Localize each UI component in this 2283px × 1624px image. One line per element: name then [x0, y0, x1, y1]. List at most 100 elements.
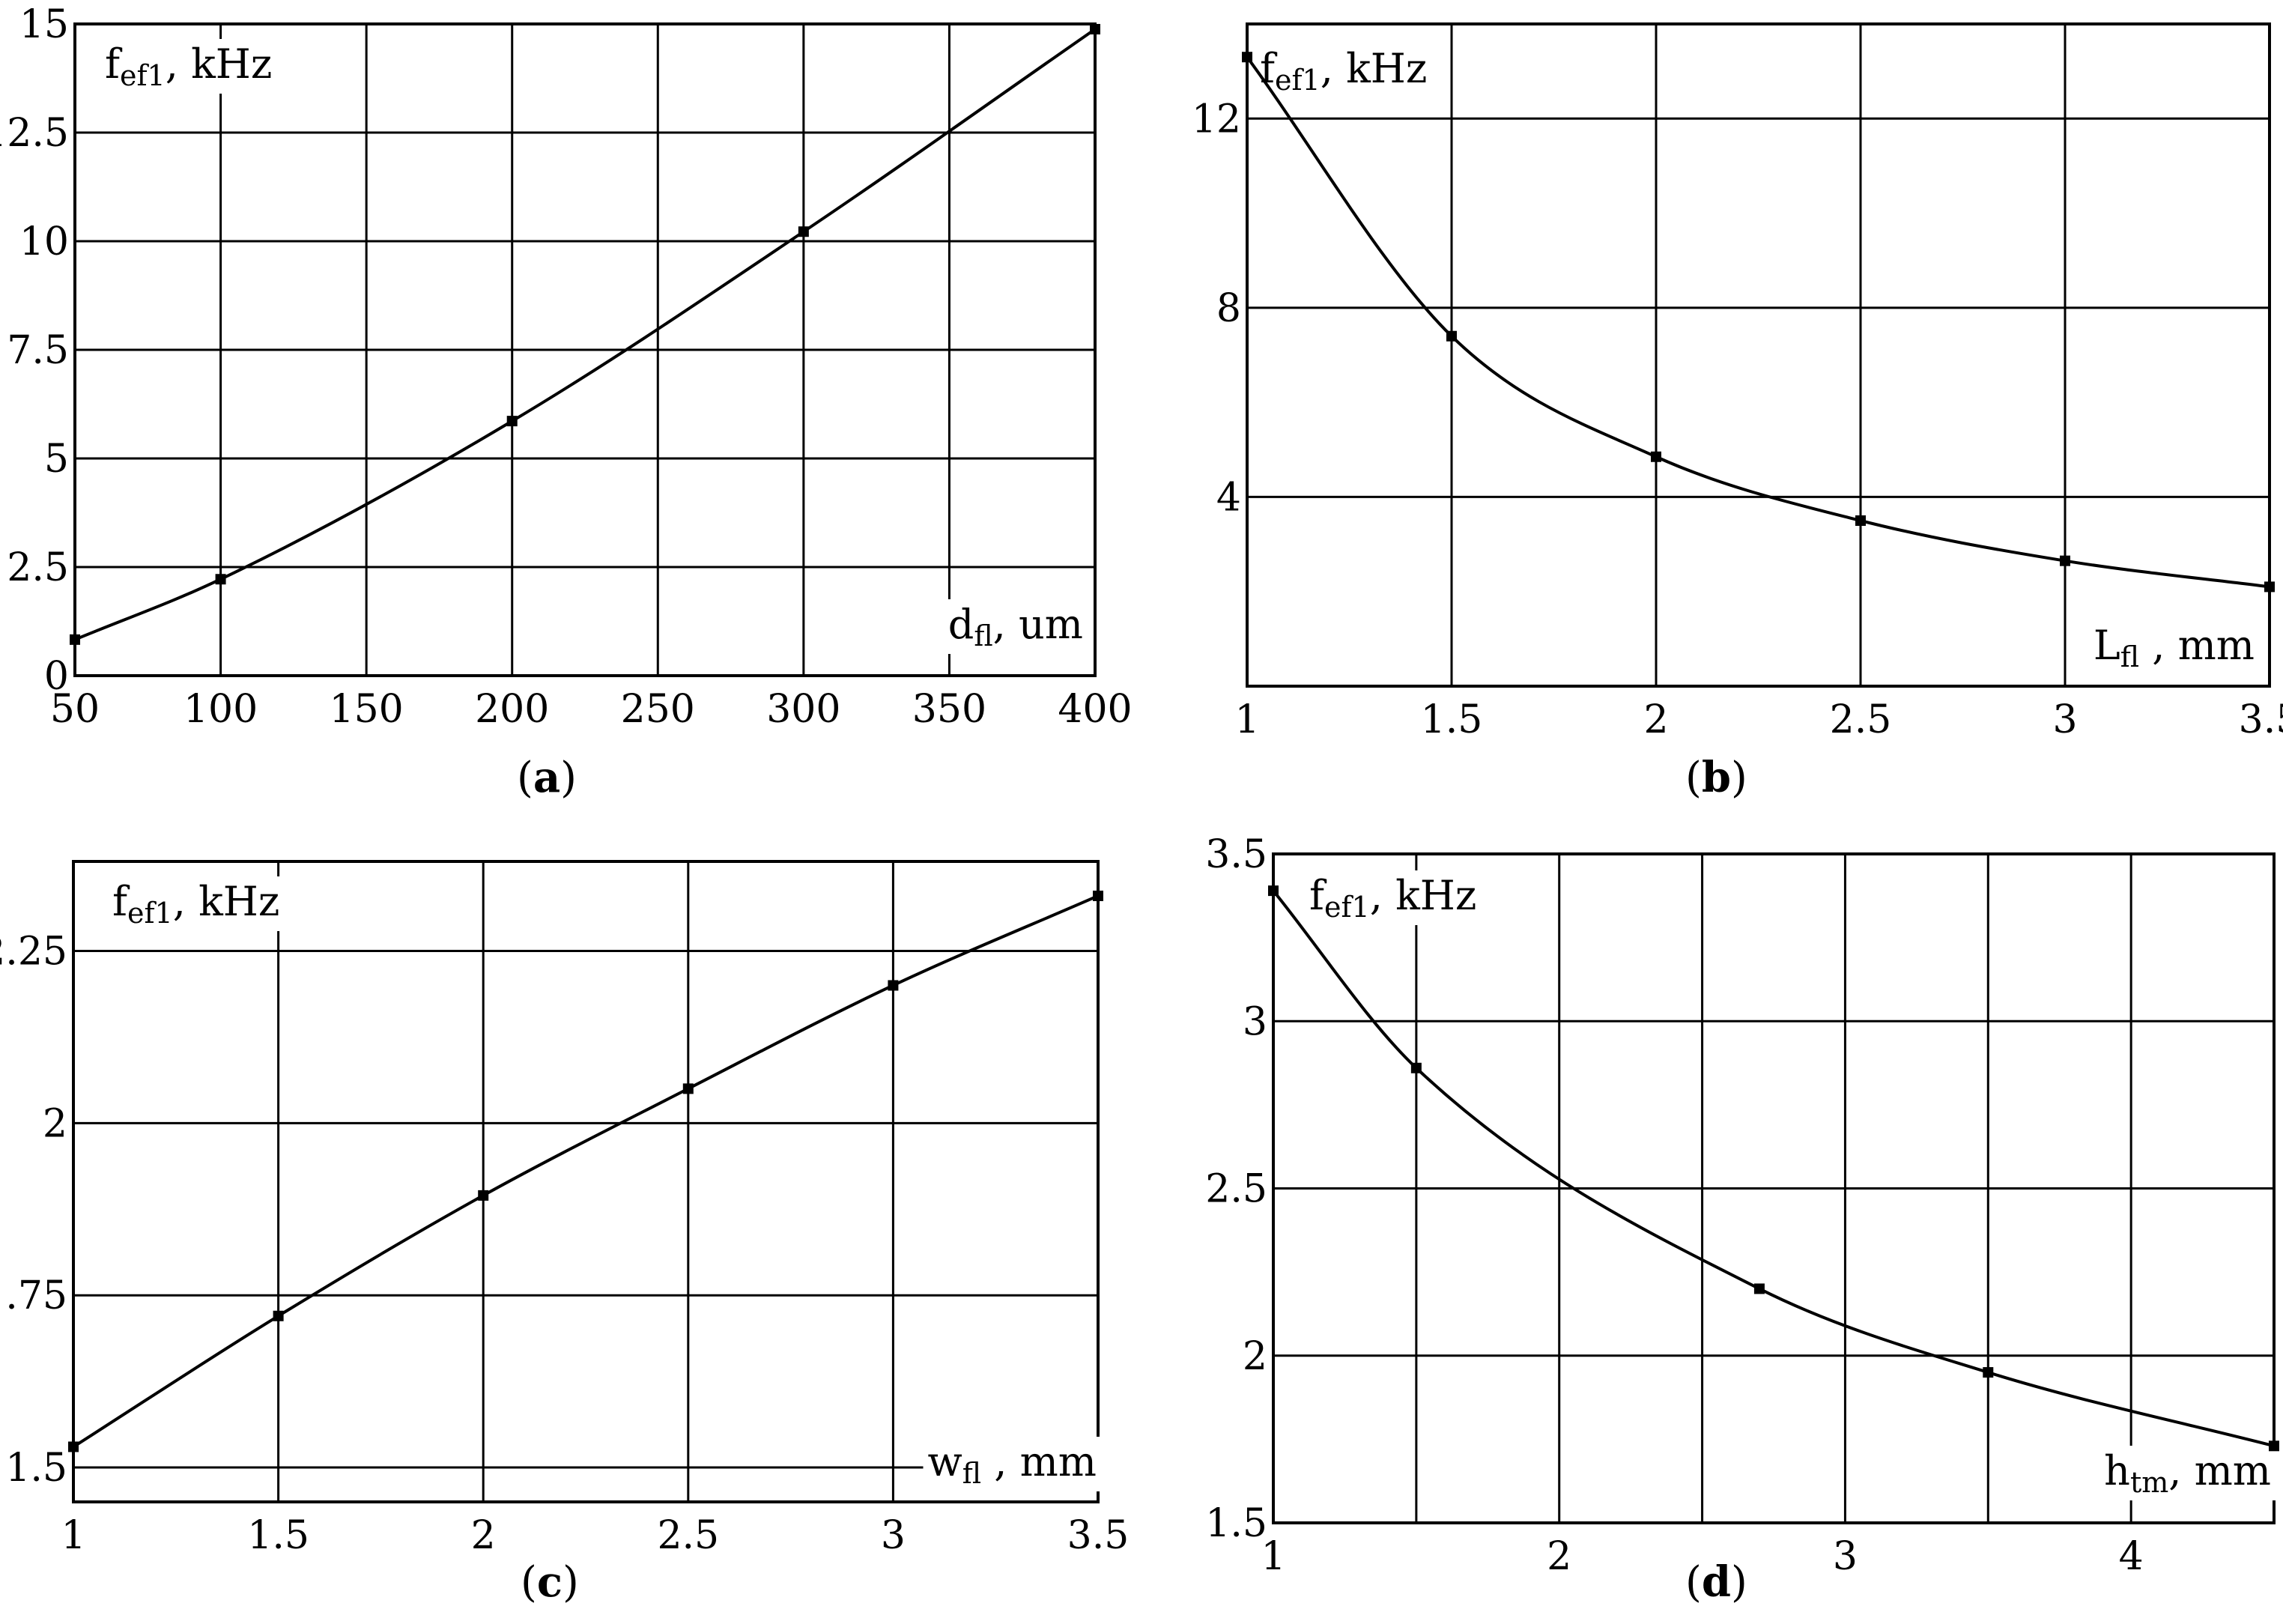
chart-c-x-tick-label: 2 [471, 1513, 496, 1558]
chart-d-x-tick-label: 1 [1261, 1534, 1285, 1579]
chart-a-data-point [798, 226, 809, 237]
chart-d-x-axis-label-subscript: tm [2130, 1466, 2168, 1499]
chart-b-y-axis-label-unit: , kHz [1321, 45, 1428, 92]
chart-b-x-axis-label: Lfl , mm [2093, 622, 2255, 673]
chart-b-y-tick-label: 8 [1216, 286, 1241, 331]
chart-b-data-point [2060, 555, 2070, 566]
chart-c-data-point [68, 1441, 79, 1452]
chart-a-y-axis-label: fef1, kHz [105, 40, 272, 92]
chart-a-data-point [1090, 23, 1100, 34]
chart-c-y-axis-label: fef1, kHz [112, 878, 279, 930]
chart-b: 1 1.5 2 2.5 3 3.5 4 8 12 fef1, kHz Lfl , mm [1192, 22, 2283, 742]
chart-a-x-axis-label: dfl, um [948, 601, 1083, 652]
chart-c-x-tick-label: 1 [61, 1513, 85, 1558]
chart-a-y-tick-label: 7.5 [7, 328, 69, 373]
chart-b-x-tick-label: 2.5 [1830, 697, 1892, 742]
chart-d-y-tick-label: 2 [1243, 1334, 1267, 1379]
chart-d-label-background [2099, 1446, 2276, 1500]
chart-a-x-tick-label: 300 [766, 687, 840, 732]
chart-d-y-tick-label: 3.5 [1205, 832, 1267, 877]
chart-c-y-tick-label: 2.25 [0, 930, 67, 975]
caption-c: (c) [521, 1560, 579, 1605]
chart-c-y-tick-label: 1.5 [5, 1446, 67, 1491]
chart-a-y-tick-label: 5 [44, 437, 69, 482]
chart-a-x-axis-label-base: d [948, 601, 974, 648]
chart-a-data-point [70, 634, 80, 645]
chart-c-x-tick-label: 2.5 [657, 1513, 719, 1558]
chart-a-x-tick-label: 350 [912, 687, 986, 732]
chart-d: 1 2 3 4 1.5 2 2.5 3 3.5 fef1, kHz htm, mm [1205, 832, 2279, 1579]
chart-a-label-background [100, 39, 277, 94]
chart-a-y-tick-label: 2.5 [7, 545, 69, 590]
chart-d-data-point [1983, 1367, 1994, 1378]
chart-c-y-tick-label: 1.75 [0, 1273, 67, 1318]
chart-b-data-point [1651, 451, 1661, 462]
chart-a-x-tick-label: 200 [475, 687, 549, 732]
chart-c-x-axis-label-subscript: fl [962, 1457, 981, 1490]
chart-b-series-line [1246, 56, 2270, 589]
chart-d-x-tick-label: 4 [2119, 1534, 2144, 1579]
caption-a-letter: a [533, 753, 561, 802]
chart-c-x-tick-label: 3 [881, 1513, 906, 1558]
chart-d-x-axis-label-unit: , mm [2168, 1447, 2271, 1494]
chart-a-data-point [506, 416, 518, 427]
chart-b-label-background [1255, 43, 1432, 98]
caption-c-open: ( [521, 1558, 537, 1607]
chart-c-label-background [108, 876, 285, 931]
chart-c-data-point [888, 980, 899, 991]
chart-a-y-tick-label: 15 [19, 2, 69, 47]
chart-b-x-axis-label-base: L [2093, 622, 2120, 669]
chart-d-data-point [1753, 1283, 1765, 1294]
chart-d-series-line [1272, 889, 2275, 1448]
caption-a: (a) [517, 755, 577, 801]
chart-a-x-tick-label: 400 [1058, 687, 1132, 732]
chart-a-y-axis-label-subscript: ef1 [120, 59, 166, 92]
chart-b-x-axis-label-subscript: fl [2120, 640, 2139, 673]
chart-d-data-point [2269, 1440, 2279, 1452]
chart-d-data-point [1268, 885, 1279, 897]
chart-b-x-axis-label-unit: , mm [2139, 622, 2255, 669]
chart-c-y-axis-label-unit: , kHz [173, 878, 280, 925]
caption-a-close: ) [560, 754, 577, 802]
chart-b-x-tick-label: 2 [1643, 697, 1668, 742]
chart-c-y-tick-label: 2 [43, 1101, 67, 1146]
chart-c-data-point [273, 1310, 284, 1321]
chart-d-y-axis-label-unit: , kHz [1370, 872, 1477, 919]
chart-c-x-axis-label-base: w [928, 1438, 962, 1485]
chart-c-label-background [923, 1437, 1101, 1491]
chart-a-y-axis-label-unit: , kHz [166, 40, 273, 88]
chart-d-y-tick-label: 3 [1243, 999, 1267, 1044]
chart-b-label-background [2088, 620, 2259, 675]
chart-a-x-axis-label-unit: , um [993, 601, 1083, 648]
chart-a-label-background [943, 599, 1088, 654]
chart-a-y-tick-label: 12.5 [0, 111, 69, 156]
caption-b-open: ( [1685, 754, 1702, 802]
chart-d-y-axis-label-subscript: ef1 [1324, 891, 1370, 924]
chart-a-plot-frame [73, 22, 1097, 677]
chart-d-x-tick-label: 3 [1833, 1534, 1858, 1579]
caption-b-letter: b [1701, 753, 1732, 802]
chart-d-label-background [1305, 870, 1482, 925]
chart-b-data-point [1855, 515, 1866, 526]
chart-b-data-point [1446, 330, 1457, 342]
chart-b-x-tick-label: 3 [2052, 697, 2077, 742]
chart-d-plot-frame [1272, 852, 2276, 1524]
chart-a: 50 100 150 200 250 300 350 400 0 2.5 5 7.5 10 12.5 15 f… [0, 2, 1133, 732]
chart-d-y-tick-label: 2.5 [1205, 1167, 1267, 1212]
caption-c-close: ) [562, 1558, 579, 1607]
chart-c-x-axis-label: wfl , mm [928, 1438, 1097, 1490]
chart-c: 1 1.5 2 2.5 3 3.5 1.5 1.75 2 2.25 fef1, kHz wfl , m… [0, 860, 1129, 1558]
chart-d-x-tick-label: 2 [1547, 1534, 1571, 1579]
caption-d-open: ( [1685, 1558, 1702, 1607]
caption-b: (b) [1685, 755, 1747, 801]
chart-a-y-tick-label: 0 [44, 654, 69, 699]
caption-c-letter: c [536, 1557, 563, 1607]
chart-c-series-line [72, 894, 1099, 1449]
chart-b-y-tick-label: 4 [1216, 475, 1241, 520]
chart-b-y-axis-label-subscript: ef1 [1275, 64, 1321, 97]
chart-a-x-tick-label: 100 [184, 687, 258, 732]
caption-d-close: ) [1731, 1558, 1747, 1607]
chart-a-x-axis-label-subscript: fl [974, 619, 992, 652]
caption-d-letter: d [1701, 1557, 1732, 1607]
chart-d-data-point [1410, 1062, 1422, 1073]
